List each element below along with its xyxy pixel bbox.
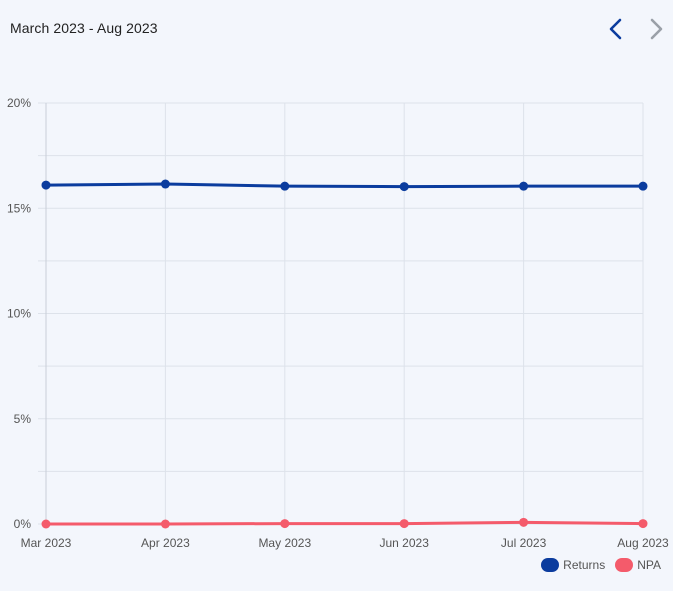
chart-legend: Returns NPA: [541, 558, 661, 572]
series-line-returns: [45, 182, 643, 189]
period-title: March 2023 - Aug 2023: [10, 20, 158, 36]
data-point-npa: [280, 519, 290, 529]
data-point-returns: [41, 180, 51, 190]
y-tick-label: 10%: [7, 307, 31, 321]
x-tick-label: Jun 2023: [380, 536, 430, 550]
data-point-returns: [519, 181, 529, 191]
legend-label-npa: NPA: [637, 558, 661, 572]
data-point-returns: [399, 182, 409, 192]
legend-item-npa[interactable]: NPA: [615, 558, 661, 572]
y-tick-label: 0%: [14, 517, 32, 531]
chevron-right-icon: [650, 18, 663, 40]
data-point-npa: [160, 519, 170, 529]
legend-label-returns: Returns: [563, 558, 606, 572]
y-tick-label: 5%: [14, 412, 32, 426]
legend-swatch-npa: [615, 558, 634, 572]
series-line-npa: [46, 520, 644, 526]
y-tick-label: 15%: [7, 201, 31, 215]
y-tick-label: 20%: [7, 96, 31, 110]
x-tick-label: May 2023: [258, 536, 311, 550]
legend-item-returns[interactable]: Returns: [541, 558, 605, 572]
x-tick-label: Mar 2023: [21, 536, 72, 550]
data-point-returns: [280, 181, 290, 191]
x-tick-label: Aug 2023: [617, 536, 669, 550]
legend-swatch-returns: [541, 558, 560, 572]
data-point-returns: [160, 179, 170, 189]
x-tick-label: Apr 2023: [141, 536, 190, 550]
data-point-npa: [41, 519, 51, 529]
data-point-npa: [638, 519, 648, 529]
data-point-returns: [638, 181, 648, 191]
data-point-npa: [519, 517, 529, 527]
chart-header: March 2023 - Aug 2023: [0, 0, 673, 58]
previous-period-button[interactable]: [603, 14, 629, 44]
next-period-button[interactable]: [643, 14, 669, 44]
chevron-left-icon: [609, 18, 622, 40]
data-point-npa: [399, 519, 409, 529]
x-tick-label: Jul 2023: [501, 536, 547, 550]
